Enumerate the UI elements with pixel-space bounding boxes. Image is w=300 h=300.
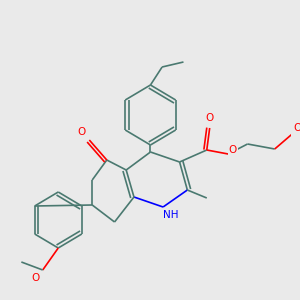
Text: O: O (32, 273, 40, 283)
Text: O: O (293, 123, 300, 133)
Text: O: O (206, 113, 214, 123)
Text: O: O (229, 145, 237, 155)
Text: O: O (77, 127, 86, 137)
Text: NH: NH (163, 210, 178, 220)
